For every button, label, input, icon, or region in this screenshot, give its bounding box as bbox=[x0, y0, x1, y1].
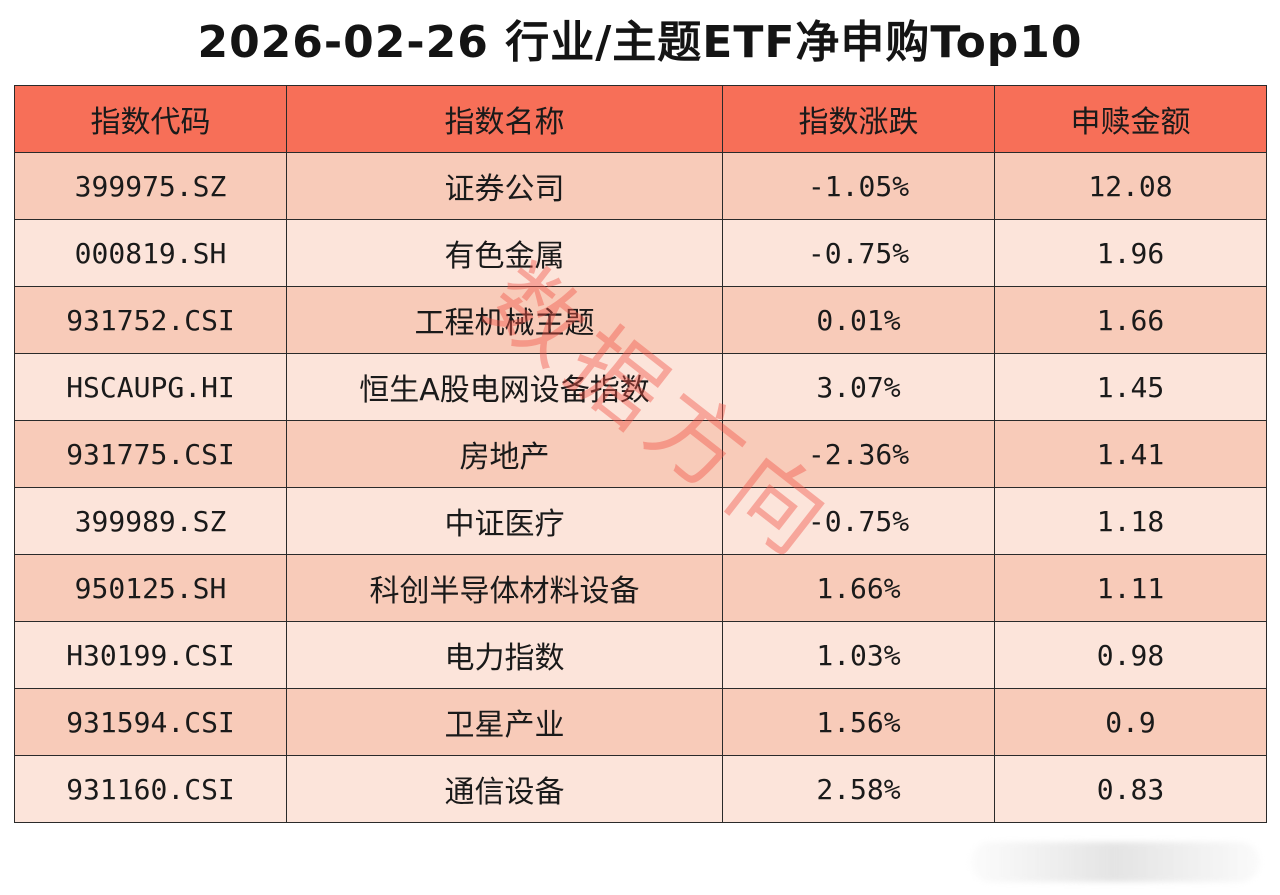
amount-cell: 0.83 bbox=[994, 755, 1267, 823]
index-change-cell: -1.05% bbox=[722, 152, 995, 220]
amount-cell: 0.98 bbox=[994, 621, 1267, 689]
header-index-name: 指数名称 bbox=[286, 85, 723, 153]
table-row: 931160.CSI 通信设备 2.58% 0.83 bbox=[14, 755, 1267, 823]
amount-cell: 1.96 bbox=[994, 219, 1267, 287]
page-title: 2026-02-26 行业/主题ETF净申购Top10 bbox=[197, 17, 1083, 68]
amount-cell: 1.18 bbox=[994, 487, 1267, 555]
index-change-cell: -0.75% bbox=[722, 219, 995, 287]
index-change-cell: 1.03% bbox=[722, 621, 995, 689]
table-row: 950125.SH 科创半导体材料设备 1.66% 1.11 bbox=[14, 554, 1267, 622]
index-code-cell: 931160.CSI bbox=[14, 755, 287, 823]
amount-cell: 1.11 bbox=[994, 554, 1267, 622]
index-code-cell: HSCAUPG.HI bbox=[14, 353, 287, 421]
blurred-footer-mark bbox=[970, 842, 1260, 882]
index-code-cell: H30199.CSI bbox=[14, 621, 287, 689]
index-name-cell: 电力指数 bbox=[286, 621, 723, 689]
table-row: 399989.SZ 中证医疗 -0.75% 1.18 bbox=[14, 487, 1267, 555]
index-code-cell: 399975.SZ bbox=[14, 152, 287, 220]
index-code-cell: 931594.CSI bbox=[14, 688, 287, 756]
table-row: 931752.CSI 工程机械主题 0.01% 1.66 bbox=[14, 286, 1267, 354]
amount-cell: 1.66 bbox=[994, 286, 1267, 354]
index-name-cell: 卫星产业 bbox=[286, 688, 723, 756]
amount-cell: 12.08 bbox=[994, 152, 1267, 220]
index-code-cell: 931775.CSI bbox=[14, 420, 287, 488]
table-row: 000819.SH 有色金属 -0.75% 1.96 bbox=[14, 219, 1267, 287]
etf-table: 指数代码 指数名称 指数涨跌 申赎金额 399975.SZ 证券公司 -1.05… bbox=[14, 85, 1267, 823]
index-change-cell: 2.58% bbox=[722, 755, 995, 823]
index-name-cell: 房地产 bbox=[286, 420, 723, 488]
index-code-cell: 399989.SZ bbox=[14, 487, 287, 555]
table-header-row: 指数代码 指数名称 指数涨跌 申赎金额 bbox=[14, 85, 1267, 153]
index-code-cell: 950125.SH bbox=[14, 554, 287, 622]
index-name-cell: 工程机械主题 bbox=[286, 286, 723, 354]
amount-cell: 1.45 bbox=[994, 353, 1267, 421]
table-row: H30199.CSI 电力指数 1.03% 0.98 bbox=[14, 621, 1267, 689]
index-name-cell: 恒生A股电网设备指数 bbox=[286, 353, 723, 421]
table-row: 931594.CSI 卫星产业 1.56% 0.9 bbox=[14, 688, 1267, 756]
index-change-cell: -2.36% bbox=[722, 420, 995, 488]
index-code-cell: 931752.CSI bbox=[14, 286, 287, 354]
amount-cell: 0.9 bbox=[994, 688, 1267, 756]
amount-cell: 1.41 bbox=[994, 420, 1267, 488]
index-name-cell: 证券公司 bbox=[286, 152, 723, 220]
index-name-cell: 通信设备 bbox=[286, 755, 723, 823]
table-row: 399975.SZ 证券公司 -1.05% 12.08 bbox=[14, 152, 1267, 220]
header-index-code: 指数代码 bbox=[14, 85, 287, 153]
index-name-cell: 有色金属 bbox=[286, 219, 723, 287]
index-change-cell: 0.01% bbox=[722, 286, 995, 354]
index-change-cell: -0.75% bbox=[722, 487, 995, 555]
index-name-cell: 科创半导体材料设备 bbox=[286, 554, 723, 622]
index-change-cell: 1.66% bbox=[722, 554, 995, 622]
index-change-cell: 3.07% bbox=[722, 353, 995, 421]
table-row: HSCAUPG.HI 恒生A股电网设备指数 3.07% 1.45 bbox=[14, 353, 1267, 421]
index-change-cell: 1.56% bbox=[722, 688, 995, 756]
table-row: 931775.CSI 房地产 -2.36% 1.41 bbox=[14, 420, 1267, 488]
header-index-change: 指数涨跌 bbox=[722, 85, 995, 153]
index-name-cell: 中证医疗 bbox=[286, 487, 723, 555]
header-subscription-amount: 申赎金额 bbox=[994, 85, 1267, 153]
index-code-cell: 000819.SH bbox=[14, 219, 287, 287]
